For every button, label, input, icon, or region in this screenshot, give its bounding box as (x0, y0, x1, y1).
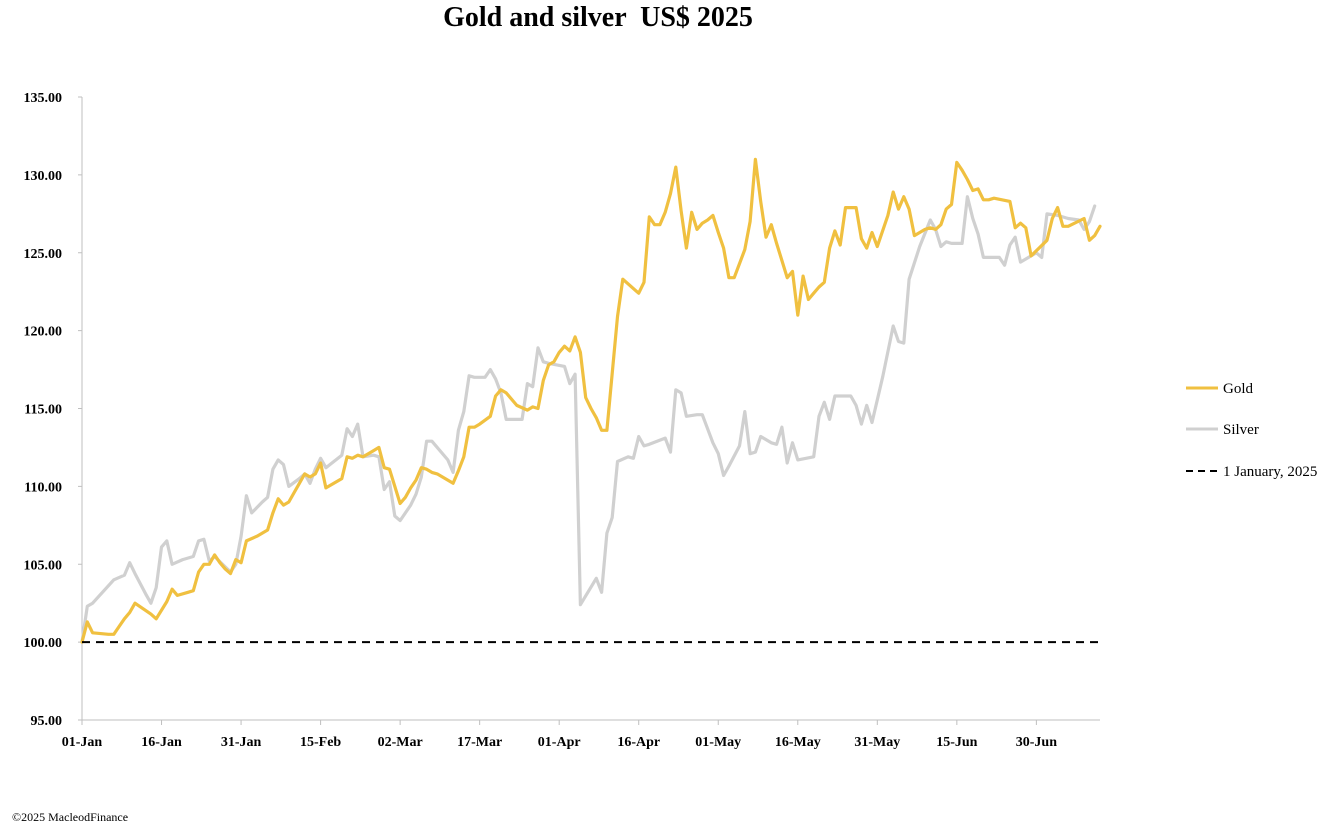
x-tick-label: 02-Mar (378, 735, 423, 750)
y-tick-label: 100.00 (24, 636, 63, 651)
x-tick-label: 16-Jan (141, 735, 182, 750)
y-tick-label: 105.00 (24, 558, 63, 573)
x-tick-label: 31-May (854, 735, 900, 750)
x-tick-label: 01-Jan (62, 735, 103, 750)
x-tick-label: 01-Apr (538, 735, 581, 750)
x-tick-label: 30-Jun (1016, 735, 1057, 750)
series-line-silver (80, 195, 1097, 644)
x-tick-label: 16-Apr (617, 735, 660, 750)
x-tick-label: 16-May (775, 735, 821, 750)
x-tick-label: 01-May (695, 735, 741, 750)
legend: Gold Silver 1 January, 2025 (1186, 381, 1317, 480)
axes: 95.00 100.00 105.00 110.00 115.00 120.00 125.0… (24, 91, 1100, 750)
series-lines (80, 157, 1102, 644)
chart-title: Gold and silver US$ 2025 (443, 2, 753, 33)
x-tick-label: 31-Jan (221, 735, 262, 750)
y-tick-label: 120.00 (24, 325, 63, 340)
y-tick-label: 135.00 (24, 91, 63, 106)
y-tick-label: 115.00 (24, 403, 62, 418)
series-line-gold (80, 157, 1102, 644)
y-tick-label: 130.00 (24, 169, 63, 184)
copyright-text: ©2025 MacleodFinance (12, 810, 129, 824)
legend-label: Gold (1223, 381, 1254, 397)
x-tick-label: 17-Mar (457, 735, 502, 750)
legend-label: 1 January, 2025 (1223, 464, 1317, 480)
y-tick-label: 110.00 (24, 480, 62, 495)
x-tick-label: 15-Jun (936, 735, 977, 750)
y-tick-label: 95.00 (31, 714, 63, 729)
y-tick-label: 125.00 (24, 247, 63, 262)
legend-label: Silver (1223, 422, 1259, 438)
x-tick-label: 15-Feb (300, 735, 341, 750)
